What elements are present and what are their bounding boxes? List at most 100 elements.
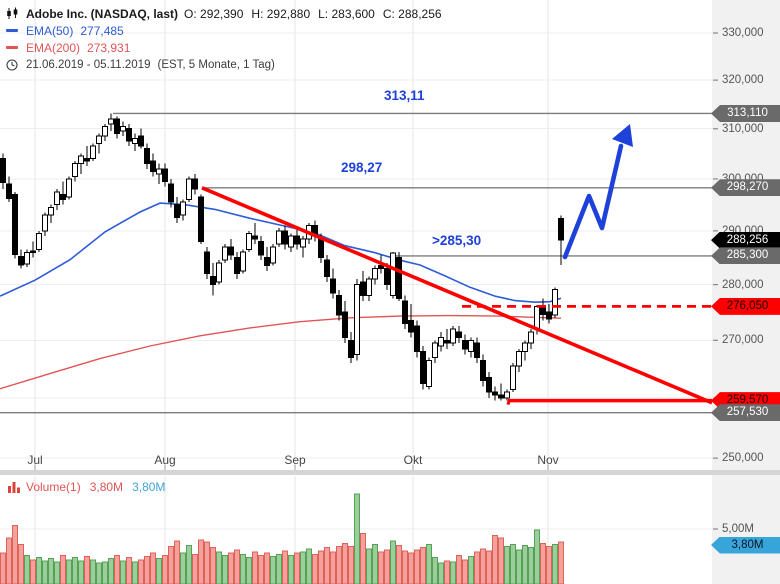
annotation-resistance-298[interactable]: 298,27	[341, 160, 383, 175]
volume-bar	[60, 554, 66, 584]
volume-icon	[8, 481, 21, 493]
volume-bar	[240, 553, 246, 584]
candle-down	[378, 265, 384, 269]
volume-bar	[318, 550, 324, 584]
ema50-value: 277,485	[80, 23, 124, 38]
candle-down	[174, 204, 180, 219]
candle-down	[456, 331, 462, 338]
projection-arrow-line	[562, 143, 624, 260]
volume-legend-row[interactable]: Volume(1) 3,80M 3,80M	[8, 480, 174, 494]
candle-up	[522, 342, 528, 353]
candle-down	[228, 246, 234, 256]
volume-bar	[222, 554, 228, 584]
ema200-value: 273,931	[87, 40, 131, 55]
panel-separator[interactable]	[0, 470, 780, 475]
candle-up	[216, 262, 222, 283]
ema200-line	[0, 314, 562, 390]
volume-bar	[252, 551, 258, 584]
volume-bar	[456, 554, 462, 584]
candle-down	[402, 300, 408, 324]
candle-up	[270, 246, 276, 264]
candle-up	[108, 118, 114, 125]
candle-down	[474, 342, 480, 358]
candle-up	[36, 233, 42, 250]
volume-bar	[516, 549, 522, 584]
volume-bar	[540, 542, 546, 584]
volume-bar	[468, 556, 474, 584]
volume-bar	[192, 553, 198, 584]
volume-bar	[366, 548, 372, 584]
volume-bar	[144, 556, 150, 584]
candle-down	[492, 391, 498, 396]
candle-down	[168, 183, 174, 203]
volume-bar	[150, 552, 156, 584]
candle-up	[552, 289, 558, 316]
volume-bar	[450, 561, 456, 584]
candle-up	[426, 359, 432, 387]
volume-bar	[426, 543, 432, 584]
volume-bar	[138, 559, 144, 584]
instrument-row[interactable]: Adobe Inc. (NASDAQ, last) O: 292,390 H: …	[6, 5, 450, 22]
volume-bar	[408, 552, 414, 584]
candle-down	[114, 118, 120, 135]
ema200-row[interactable]: EMA(200) 273,931	[6, 39, 450, 56]
volume-bar	[234, 549, 240, 584]
volume-bar	[486, 550, 492, 584]
support-line-tick	[506, 400, 511, 405]
volume-bar	[396, 545, 402, 584]
volume-bar	[228, 552, 234, 584]
volume-bar	[114, 554, 120, 584]
volume-bar	[276, 553, 282, 584]
volume-bar	[390, 540, 396, 584]
projection-arrow-head	[612, 124, 633, 147]
ema200-line-icon	[6, 46, 22, 49]
candle-down	[324, 259, 330, 277]
candle-down	[210, 275, 216, 286]
volume-bar	[84, 556, 90, 584]
ema200-label: EMA(200)	[26, 40, 81, 55]
volume-bar	[0, 552, 6, 584]
volume-bar	[414, 549, 420, 584]
volume-bar	[378, 551, 384, 584]
candle-up	[438, 336, 444, 347]
price-axis-area[interactable]	[712, 0, 780, 584]
candle-up	[510, 365, 516, 390]
candle-down	[480, 359, 486, 382]
volume-bar	[198, 539, 204, 584]
volume-bar	[186, 545, 192, 584]
volume-bar	[288, 554, 294, 584]
volume-bar	[480, 548, 486, 584]
volume-bar	[300, 551, 306, 584]
candle-down	[204, 251, 210, 275]
volume-bar	[180, 552, 186, 584]
candle-up	[90, 145, 96, 160]
annotation-resistance-313[interactable]: 313,11	[384, 88, 425, 103]
volume-bar	[402, 550, 408, 584]
candle-up	[78, 155, 84, 165]
volume-bar	[504, 546, 510, 584]
ema50-row[interactable]: EMA(50) 277,485	[6, 22, 450, 39]
candle-up	[390, 252, 396, 297]
candle-down	[414, 325, 420, 353]
candle-down	[486, 377, 492, 393]
date-range-row[interactable]: 21.06.2019 - 05.11.2019 (EST, 5 Monate, …	[6, 56, 450, 73]
volume-bar	[498, 537, 504, 584]
candle-down	[252, 235, 258, 240]
volume-bar	[132, 561, 138, 584]
volume-bar	[432, 557, 438, 584]
candle-down	[384, 267, 390, 286]
candle-down	[258, 240, 264, 256]
candle-up	[180, 201, 186, 216]
annotation-breakout-285[interactable]: >285,30	[432, 233, 482, 248]
clock-icon	[6, 58, 22, 71]
chart-legend: Adobe Inc. (NASDAQ, last) O: 292,390 H: …	[6, 5, 450, 73]
candle-down	[336, 295, 342, 316]
volume-bar	[96, 562, 102, 584]
candle-down	[540, 306, 546, 315]
candle-down	[144, 148, 150, 165]
candle-up	[372, 267, 378, 280]
volume-bar	[474, 551, 480, 584]
candle-up	[300, 238, 306, 248]
volume-bar	[6, 537, 12, 584]
